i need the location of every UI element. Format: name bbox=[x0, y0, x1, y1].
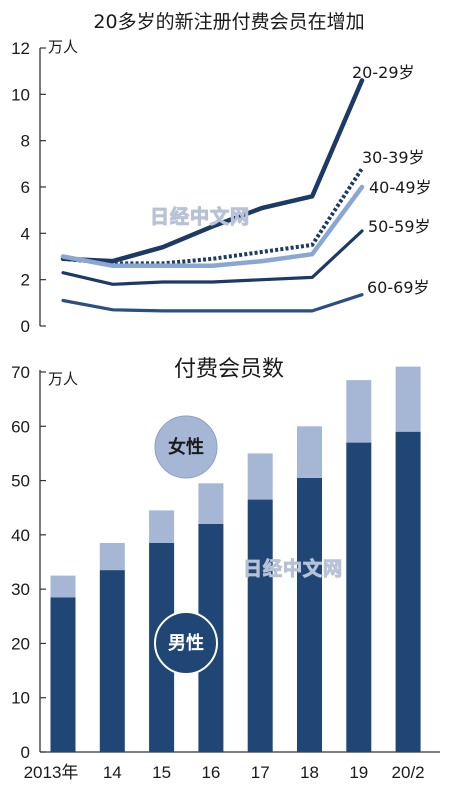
bar-男性-18 bbox=[297, 477, 322, 752]
line-y-tick-label: 2 bbox=[21, 271, 30, 290]
line-series-group bbox=[60, 78, 365, 313]
line-chart-title: 20多岁的新注册付费会员在增加 bbox=[93, 11, 364, 33]
line-series-label: 30-39岁 bbox=[362, 148, 425, 167]
bar-y-tick-label: 60 bbox=[11, 417, 30, 436]
bar-y-tick-label: 40 bbox=[11, 526, 30, 545]
bar-category-label: 20/2 bbox=[392, 763, 425, 782]
bar-category-label: 15 bbox=[152, 763, 171, 782]
legend-male-label: 男性 bbox=[168, 632, 204, 654]
legend-female-label: 女性 bbox=[168, 436, 204, 458]
bar-category-label: 2013年 bbox=[24, 763, 79, 782]
bar-男性-17 bbox=[247, 499, 273, 752]
bar-女性-14 bbox=[99, 543, 125, 571]
bar-男性-19 bbox=[346, 442, 372, 752]
line-series-30-39岁 bbox=[62, 167, 364, 266]
line-y-tick-label: 8 bbox=[21, 132, 30, 151]
line-series-40-49岁 bbox=[60, 184, 365, 269]
line-series-20-29岁 bbox=[60, 78, 365, 264]
bar-男性-2013年 bbox=[50, 597, 76, 752]
line-y-tick-label: 10 bbox=[11, 85, 30, 104]
line-y-tick-label: 0 bbox=[21, 317, 30, 336]
line-series-label: 20-29岁 bbox=[352, 63, 415, 82]
bar-y-tick-label: 70 bbox=[11, 363, 30, 382]
bar-category-label: 17 bbox=[251, 763, 270, 782]
line-y-tick-label: 4 bbox=[21, 224, 30, 243]
legend-female-circle bbox=[154, 415, 218, 479]
bar-category-label: 16 bbox=[201, 763, 220, 782]
bar-女性-15 bbox=[149, 510, 175, 543]
bar-category-label: 19 bbox=[349, 763, 368, 782]
bar-男性-14 bbox=[99, 570, 125, 752]
legend-male: 男性 bbox=[154, 611, 218, 675]
bar-女性-16 bbox=[198, 483, 224, 524]
bar-chart: 付费会员数 万人 0 10 20 30 40 50 60 70 2013年 14 15 16 17 18… bbox=[11, 357, 440, 782]
bar-category-label: 14 bbox=[103, 763, 122, 782]
line-series-60-69岁 bbox=[61, 293, 364, 313]
bar-男性-20/2 bbox=[395, 431, 421, 752]
legend-male-circle bbox=[154, 611, 218, 675]
line-y-tick-label: 6 bbox=[21, 178, 30, 197]
bar-女性-18 bbox=[297, 426, 322, 478]
line-unit-label: 万人 bbox=[48, 38, 78, 56]
line-series-50-59岁 bbox=[61, 229, 364, 286]
bar-女性-2013年 bbox=[50, 575, 76, 598]
bar-y-tick-label: 20 bbox=[11, 634, 30, 653]
line-series-label: 40-49岁 bbox=[369, 178, 432, 197]
line-y-tick-label: 12 bbox=[11, 39, 30, 58]
bar-女性-17 bbox=[247, 453, 273, 500]
bar-女性-19 bbox=[346, 380, 372, 443]
bar-y-tick-label: 50 bbox=[11, 472, 30, 491]
line-series-label: 50-59岁 bbox=[368, 217, 431, 236]
watermark-top: 日经中文网 bbox=[150, 205, 250, 228]
legend-female: 女性 bbox=[154, 415, 218, 479]
bar-category-label: 18 bbox=[300, 763, 319, 782]
bar-y-tick-label: 0 bbox=[21, 743, 30, 762]
bar-unit-label: 万人 bbox=[48, 370, 78, 388]
bar-chart-title: 付费会员数 bbox=[174, 357, 284, 382]
line-series-label: 60-69岁 bbox=[367, 278, 430, 297]
bar-y-tick-label: 30 bbox=[11, 580, 30, 599]
watermark-bottom: 日经中文网 bbox=[243, 557, 343, 580]
bar-rects-group bbox=[50, 366, 421, 752]
bar-category-labels: 2013年 14 15 16 17 18 19 20/2 bbox=[24, 763, 425, 782]
line-y-ticks: 0 2 4 6 8 10 12 bbox=[11, 39, 46, 336]
line-chart: 20多岁的新注册付费会员在增加 万人 0 2 4 6 8 10 12 20-29岁 30-39… bbox=[11, 11, 431, 336]
bar-y-tick-label: 10 bbox=[11, 689, 30, 708]
bar-y-ticks: 0 10 20 30 40 50 60 70 bbox=[11, 363, 46, 762]
line-series-labels: 20-29岁 30-39岁 40-49岁 50-59岁 60-69岁 bbox=[352, 63, 432, 297]
bar-女性-20/2 bbox=[395, 366, 421, 432]
